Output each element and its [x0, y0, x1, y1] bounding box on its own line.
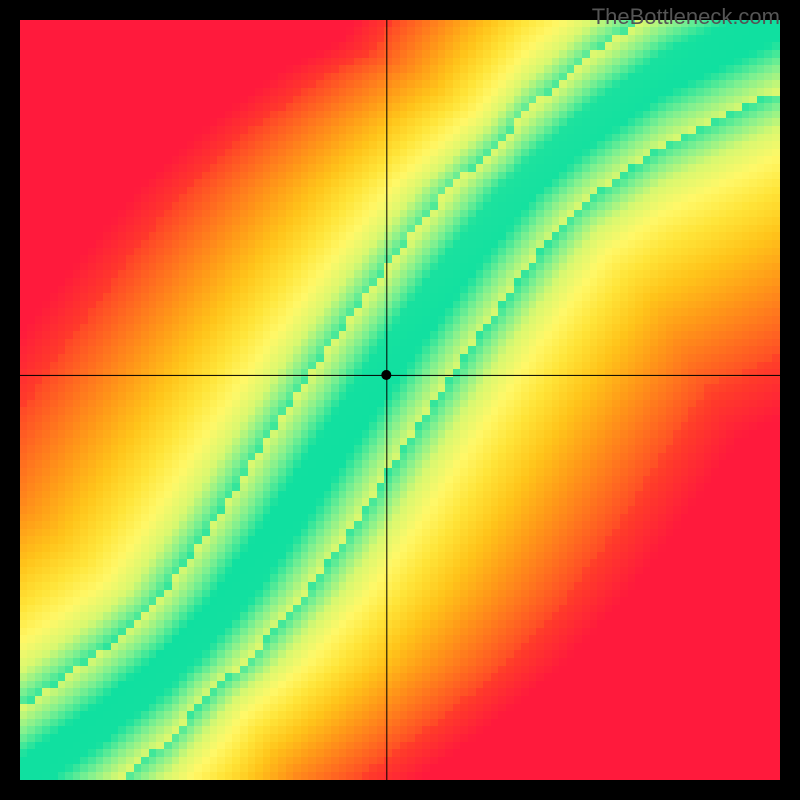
chart-container: TheBottleneck.com — [0, 0, 800, 800]
bottleneck-heatmap — [0, 0, 800, 800]
watermark-text: TheBottleneck.com — [592, 4, 780, 30]
